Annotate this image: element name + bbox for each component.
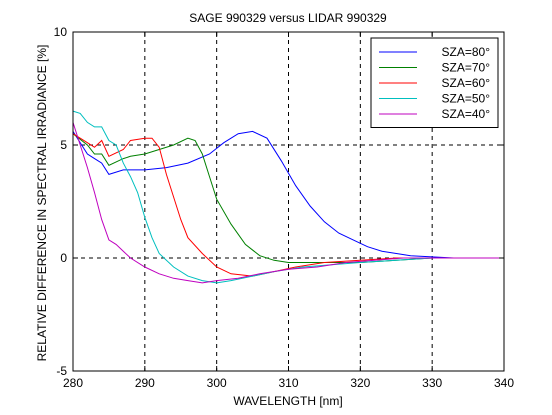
x-tick-label: 280: [63, 376, 83, 390]
legend-label: SZA=50°: [442, 92, 491, 106]
x-tick-label: 300: [207, 376, 227, 390]
chart-title: SAGE 990329 versus LIDAR 990329: [189, 11, 387, 25]
y-tick-label: 10: [54, 25, 68, 39]
x-tick-label: 340: [494, 376, 514, 390]
series-line-5: [72, 122, 504, 284]
x-tick-label: 290: [135, 376, 155, 390]
series-line-1: [72, 130, 504, 259]
legend: SZA=80° SZA=70°SZA=60° SZA=50°SZA=40°: [370, 37, 499, 128]
y-axis-label: RELATIVE DIFFERENCE IN SPECTRAL IRRADIAN…: [35, 45, 49, 362]
legend-label: SZA=70°: [442, 61, 491, 75]
legend-label: SZA=60°: [442, 76, 491, 90]
y-tick-label: 5: [60, 138, 67, 152]
legend-label: SZA=80°: [442, 45, 491, 59]
y-tick-label: -5: [56, 364, 67, 378]
plot-area: 280 290 300 310 320 330 340 -5 0 5 10: [54, 25, 515, 390]
x-tick-label: 330: [422, 376, 442, 390]
x-axis-label: WAVELENGTH [nm]: [233, 394, 342, 408]
legend-label: SZA=40°: [442, 107, 491, 121]
y-tick-label: 0: [60, 251, 67, 265]
x-tick-label: 310: [278, 376, 298, 390]
x-tick-label: 320: [350, 376, 370, 390]
series-line-3: [72, 133, 504, 277]
